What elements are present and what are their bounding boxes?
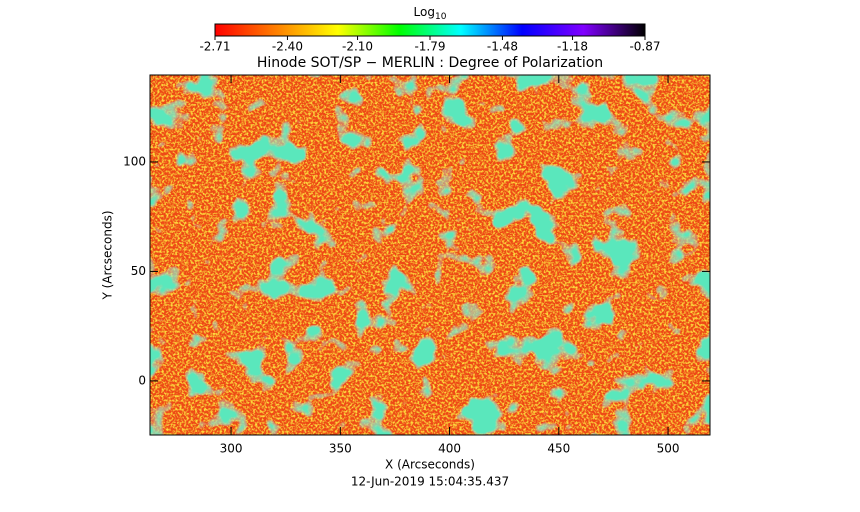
colorbar-label-sub: 10 (435, 12, 447, 22)
colorbar-tick-label: -1.18 (557, 40, 588, 54)
colorbar-label-main: Log (414, 5, 435, 19)
chart-title: Hinode SOT/SP − MERLIN : Degree of Polar… (257, 55, 603, 71)
x-tick-label: 400 (438, 442, 461, 456)
colorbar-tick-label: -2.71 (199, 40, 230, 54)
colorbar-label: Log10 (414, 5, 447, 22)
x-tick-label: 450 (547, 442, 570, 456)
date-label: 12-Jun-2019 15:04:35.437 (351, 475, 509, 489)
y-tick-label: 100 (123, 154, 146, 168)
colorbar-tick-label: -2.10 (342, 40, 373, 54)
image (150, 75, 710, 435)
y-tick-label: 0 (138, 373, 146, 387)
colorbar (214, 23, 646, 37)
colorbar-tick-label: -1.48 (487, 40, 518, 54)
y-tick-label: 50 (131, 264, 146, 278)
colorbar-tick-label: -0.87 (629, 40, 660, 54)
plot-frame (149, 74, 711, 436)
x-tick-label: 350 (329, 442, 352, 456)
x-tick-label: 300 (220, 442, 243, 456)
y-axis-label: Y (Arcseconds) (101, 210, 115, 300)
colorbar-tick-label: -2.40 (272, 40, 303, 54)
colorbar-tick-label: -1.79 (414, 40, 445, 54)
x-tick-label: 500 (657, 442, 680, 456)
x-axis-label: X (Arcseconds) (385, 458, 475, 472)
